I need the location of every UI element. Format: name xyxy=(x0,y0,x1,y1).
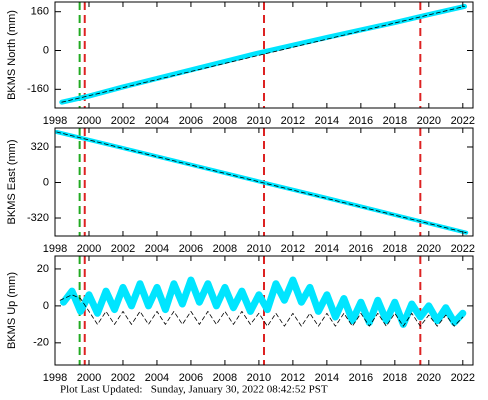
y-tick-label: -320 xyxy=(27,212,49,224)
y-axis-label: BKMS Up (mm) xyxy=(6,272,18,349)
plot-frame xyxy=(54,255,474,366)
x-tick-label: 1998 xyxy=(43,372,67,384)
plot-frame xyxy=(54,1,474,109)
x-tick-label: 2012 xyxy=(281,243,305,255)
x-tick-label: 2008 xyxy=(213,115,237,127)
x-tick-label: 2006 xyxy=(179,115,203,127)
x-tick-label: 2010 xyxy=(247,372,271,384)
x-tick-label: 2016 xyxy=(349,372,373,384)
x-tick-label: 2000 xyxy=(77,243,101,255)
y-tick-label: 320 xyxy=(31,141,49,153)
x-tick-label: 2022 xyxy=(451,243,475,255)
x-tick-label: 2014 xyxy=(315,372,339,384)
x-tick-label: 2012 xyxy=(281,115,305,127)
x-tick-label: 2004 xyxy=(145,372,169,384)
footer: Plot Last Updated: Sunday, January 30, 2… xyxy=(60,384,328,396)
x-tick-label: 2022 xyxy=(451,372,475,384)
series-line xyxy=(60,276,467,328)
x-tick-label: 2000 xyxy=(77,115,101,127)
x-tick-label: 2008 xyxy=(213,243,237,255)
x-tick-label: 2018 xyxy=(383,372,407,384)
x-tick-label: 2020 xyxy=(417,372,441,384)
series-line xyxy=(59,3,467,105)
x-tick-label: 2002 xyxy=(111,372,135,384)
x-tick-label: 2004 xyxy=(145,243,169,255)
y-tick-label: 0 xyxy=(43,300,49,312)
x-tick-label: 2018 xyxy=(383,115,407,127)
x-tick-label: 2014 xyxy=(315,115,339,127)
x-tick-label: 2002 xyxy=(111,243,135,255)
y-axis-label: BKMS East (mm) xyxy=(6,140,18,225)
x-tick-label: 2010 xyxy=(247,115,271,127)
y-tick-label: -20 xyxy=(33,337,49,349)
series-line xyxy=(59,294,464,327)
series-line xyxy=(61,6,465,103)
y-tick-label: 160 xyxy=(31,6,49,18)
x-tick-label: 2008 xyxy=(213,372,237,384)
x-tick-label: 1998 xyxy=(43,243,67,255)
x-tick-label: 2020 xyxy=(417,243,441,255)
x-tick-label: 2010 xyxy=(247,243,271,255)
x-tick-label: 2006 xyxy=(179,243,203,255)
x-tick-label: 2014 xyxy=(315,243,339,255)
x-tick-label: 2004 xyxy=(145,115,169,127)
x-tick-label: 2006 xyxy=(179,372,203,384)
x-tick-label: 2002 xyxy=(111,115,135,127)
series-line xyxy=(56,131,467,234)
x-tick-label: 2000 xyxy=(77,372,101,384)
y-tick-label: 20 xyxy=(37,263,49,275)
y-axis-label: BKMS North (mm) xyxy=(6,10,18,100)
y-tick-label: 0 xyxy=(43,176,49,188)
y-tick-label: 0 xyxy=(43,44,49,56)
x-tick-label: 2016 xyxy=(349,243,373,255)
x-tick-label: 2016 xyxy=(349,115,373,127)
y-tick-label: -160 xyxy=(27,83,49,95)
x-tick-label: 2020 xyxy=(417,115,441,127)
x-tick-label: 2012 xyxy=(281,372,305,384)
x-tick-label: 1998 xyxy=(43,115,67,127)
x-tick-label: 2022 xyxy=(451,115,475,127)
x-tick-label: 2018 xyxy=(383,243,407,255)
series-line xyxy=(55,130,469,235)
